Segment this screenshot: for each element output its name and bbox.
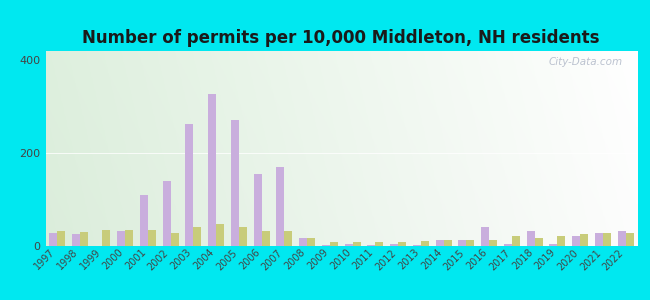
Bar <box>489 240 497 246</box>
Bar <box>603 233 611 246</box>
Bar <box>185 124 194 246</box>
Bar <box>618 231 625 246</box>
Bar <box>208 94 216 246</box>
Bar <box>352 242 361 246</box>
Bar <box>170 233 179 246</box>
Bar <box>467 240 474 246</box>
Text: City-Data.com: City-Data.com <box>548 57 622 67</box>
Bar <box>261 231 270 246</box>
Title: Number of permits per 10,000 Middleton, NH residents: Number of permits per 10,000 Middleton, … <box>83 29 600 47</box>
Bar <box>534 238 543 246</box>
Bar <box>330 242 338 246</box>
Bar <box>398 242 406 246</box>
Bar <box>344 244 352 246</box>
Bar <box>57 231 65 246</box>
Bar <box>526 231 534 246</box>
Bar <box>299 238 307 246</box>
Bar <box>595 233 603 246</box>
Bar <box>216 224 224 246</box>
Bar <box>79 232 88 246</box>
Bar <box>436 240 443 246</box>
Bar <box>194 226 202 246</box>
Bar <box>103 230 111 246</box>
Bar <box>625 233 634 246</box>
Bar <box>117 231 125 246</box>
Bar <box>162 181 170 246</box>
Bar <box>285 231 292 246</box>
Bar <box>276 167 284 246</box>
Bar <box>458 240 467 246</box>
Bar <box>390 244 398 246</box>
Bar <box>125 230 133 246</box>
Bar <box>558 236 566 246</box>
Bar <box>367 244 375 246</box>
Bar <box>376 242 384 246</box>
Bar <box>307 238 315 246</box>
Bar <box>504 244 512 246</box>
Bar <box>49 233 57 246</box>
Bar <box>239 226 247 246</box>
Bar <box>481 226 489 246</box>
Bar <box>443 240 452 246</box>
Bar <box>322 245 330 246</box>
Bar <box>148 230 156 246</box>
Bar <box>512 236 520 246</box>
Bar <box>549 244 558 246</box>
Bar <box>421 242 429 246</box>
Bar <box>580 234 588 246</box>
Bar <box>231 120 239 246</box>
Bar <box>413 245 421 246</box>
Bar <box>140 195 148 246</box>
Bar <box>254 174 261 246</box>
Bar <box>72 234 80 246</box>
Bar <box>572 236 580 246</box>
